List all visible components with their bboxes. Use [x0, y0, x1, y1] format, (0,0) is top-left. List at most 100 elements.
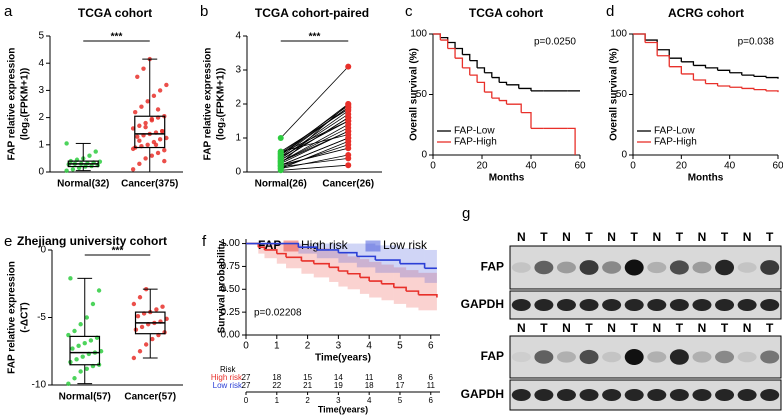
blot-band	[737, 351, 757, 363]
panel-letter: g	[462, 205, 470, 222]
pair-line	[280, 120, 349, 154]
data-point	[345, 102, 352, 109]
y-axis-label: (log₂(FPKM+1))	[216, 68, 227, 141]
survival-step	[286, 256, 303, 261]
data-point	[135, 313, 141, 319]
x-tick-label: 20	[476, 161, 488, 172]
panel-letter: b	[200, 3, 208, 20]
data-point	[137, 161, 142, 167]
survival-step	[399, 262, 426, 269]
survival-step	[381, 283, 395, 288]
data-point	[143, 342, 149, 347]
y-axis-label: Overall survival (%)	[409, 48, 420, 141]
data-point	[137, 349, 143, 354]
data-point	[139, 324, 145, 330]
x-tick-label: 40	[525, 161, 537, 172]
legend-label: FAP-Low	[454, 126, 495, 137]
data-point	[145, 142, 150, 147]
survival-step	[313, 262, 330, 268]
x-tick-label: 2	[305, 341, 311, 352]
survival-step	[741, 87, 755, 90]
x-axis-label: Time(years)	[315, 353, 371, 364]
survival-step	[477, 67, 486, 73]
blot-band	[737, 389, 757, 401]
data-point	[160, 304, 165, 309]
data-point	[82, 340, 87, 346]
survival-step	[717, 85, 731, 88]
y-axis-label: (-ΔCT)	[20, 302, 31, 333]
x-tick-label: Normal(57)	[59, 392, 111, 403]
data-point	[93, 149, 98, 154]
lane-label: T	[676, 230, 684, 244]
blot-band	[579, 349, 599, 365]
data-point	[78, 322, 83, 327]
data-point	[131, 355, 137, 361]
survival-step	[455, 57, 464, 68]
blot-band	[556, 299, 576, 311]
survival-step	[633, 33, 646, 41]
data-point	[162, 148, 167, 153]
survival-step	[506, 103, 522, 113]
y-axis-label: FAP relative expression	[203, 48, 214, 161]
x-axis-label: Months	[688, 173, 724, 184]
lane-label: N	[562, 230, 571, 244]
data-point	[345, 63, 352, 70]
y-tick-label: 0.25	[221, 307, 241, 318]
legend-swatch	[365, 240, 381, 252]
lane-label: N	[652, 230, 661, 244]
y-tick-label: 1.00	[221, 238, 241, 249]
pair-line	[280, 130, 349, 163]
blot-band	[692, 351, 712, 363]
blot-strip	[509, 335, 782, 379]
risk-count: 27	[242, 381, 251, 390]
survival-step	[447, 47, 456, 59]
survival-step	[693, 79, 707, 84]
survival-step	[765, 90, 779, 93]
blot-band	[556, 261, 576, 274]
risk-count: 6	[429, 373, 434, 382]
data-point	[151, 93, 157, 99]
blot-band	[624, 259, 644, 276]
lane-label: T	[631, 321, 639, 335]
blot-band	[715, 259, 735, 276]
confidence-band	[418, 272, 437, 311]
survival-step	[567, 127, 576, 155]
confidence-band	[301, 246, 314, 274]
blot-band	[647, 261, 667, 274]
blot-band	[737, 262, 757, 273]
survival-step	[484, 72, 493, 78]
data-point	[345, 145, 352, 152]
risk-count: 15	[303, 373, 312, 382]
data-point	[164, 82, 169, 88]
survival-step	[484, 91, 493, 99]
y-tick-label: 4	[235, 31, 241, 42]
survival-step	[506, 84, 520, 89]
data-point	[162, 158, 167, 164]
x-tick-label: 2	[305, 396, 310, 405]
data-point	[133, 109, 138, 115]
blot-band	[534, 299, 554, 311]
data-point	[155, 150, 161, 156]
blot-band	[511, 262, 531, 273]
survival-step	[669, 66, 682, 74]
blot-band	[760, 350, 780, 364]
data-point	[137, 138, 142, 143]
blot-band	[624, 349, 644, 365]
legend-label: FAP-High	[454, 137, 497, 148]
survival-step	[729, 72, 743, 76]
x-axis-label: Time(years)	[318, 404, 368, 414]
confidence-band	[369, 261, 382, 298]
survival-step	[705, 67, 719, 71]
survival-step	[406, 290, 420, 295]
pair-line	[280, 144, 349, 168]
risk-count: 11	[427, 381, 436, 390]
y-tick-label: 5	[38, 31, 44, 42]
pair-line	[280, 134, 349, 152]
survival-step	[375, 259, 401, 264]
chart-title: Zhejiang university cohort	[17, 234, 167, 248]
data-point	[277, 162, 284, 169]
survival-step	[447, 41, 456, 49]
blot-band	[602, 389, 622, 401]
x-tick-label: 6	[429, 396, 434, 405]
